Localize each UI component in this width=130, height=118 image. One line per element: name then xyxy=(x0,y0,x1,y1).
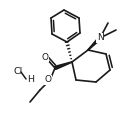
Text: N: N xyxy=(97,34,103,42)
Text: H: H xyxy=(27,74,34,84)
Text: Cl: Cl xyxy=(14,67,23,76)
Polygon shape xyxy=(54,62,72,70)
Text: O: O xyxy=(44,76,51,84)
Polygon shape xyxy=(88,37,101,50)
Text: O: O xyxy=(41,53,48,61)
